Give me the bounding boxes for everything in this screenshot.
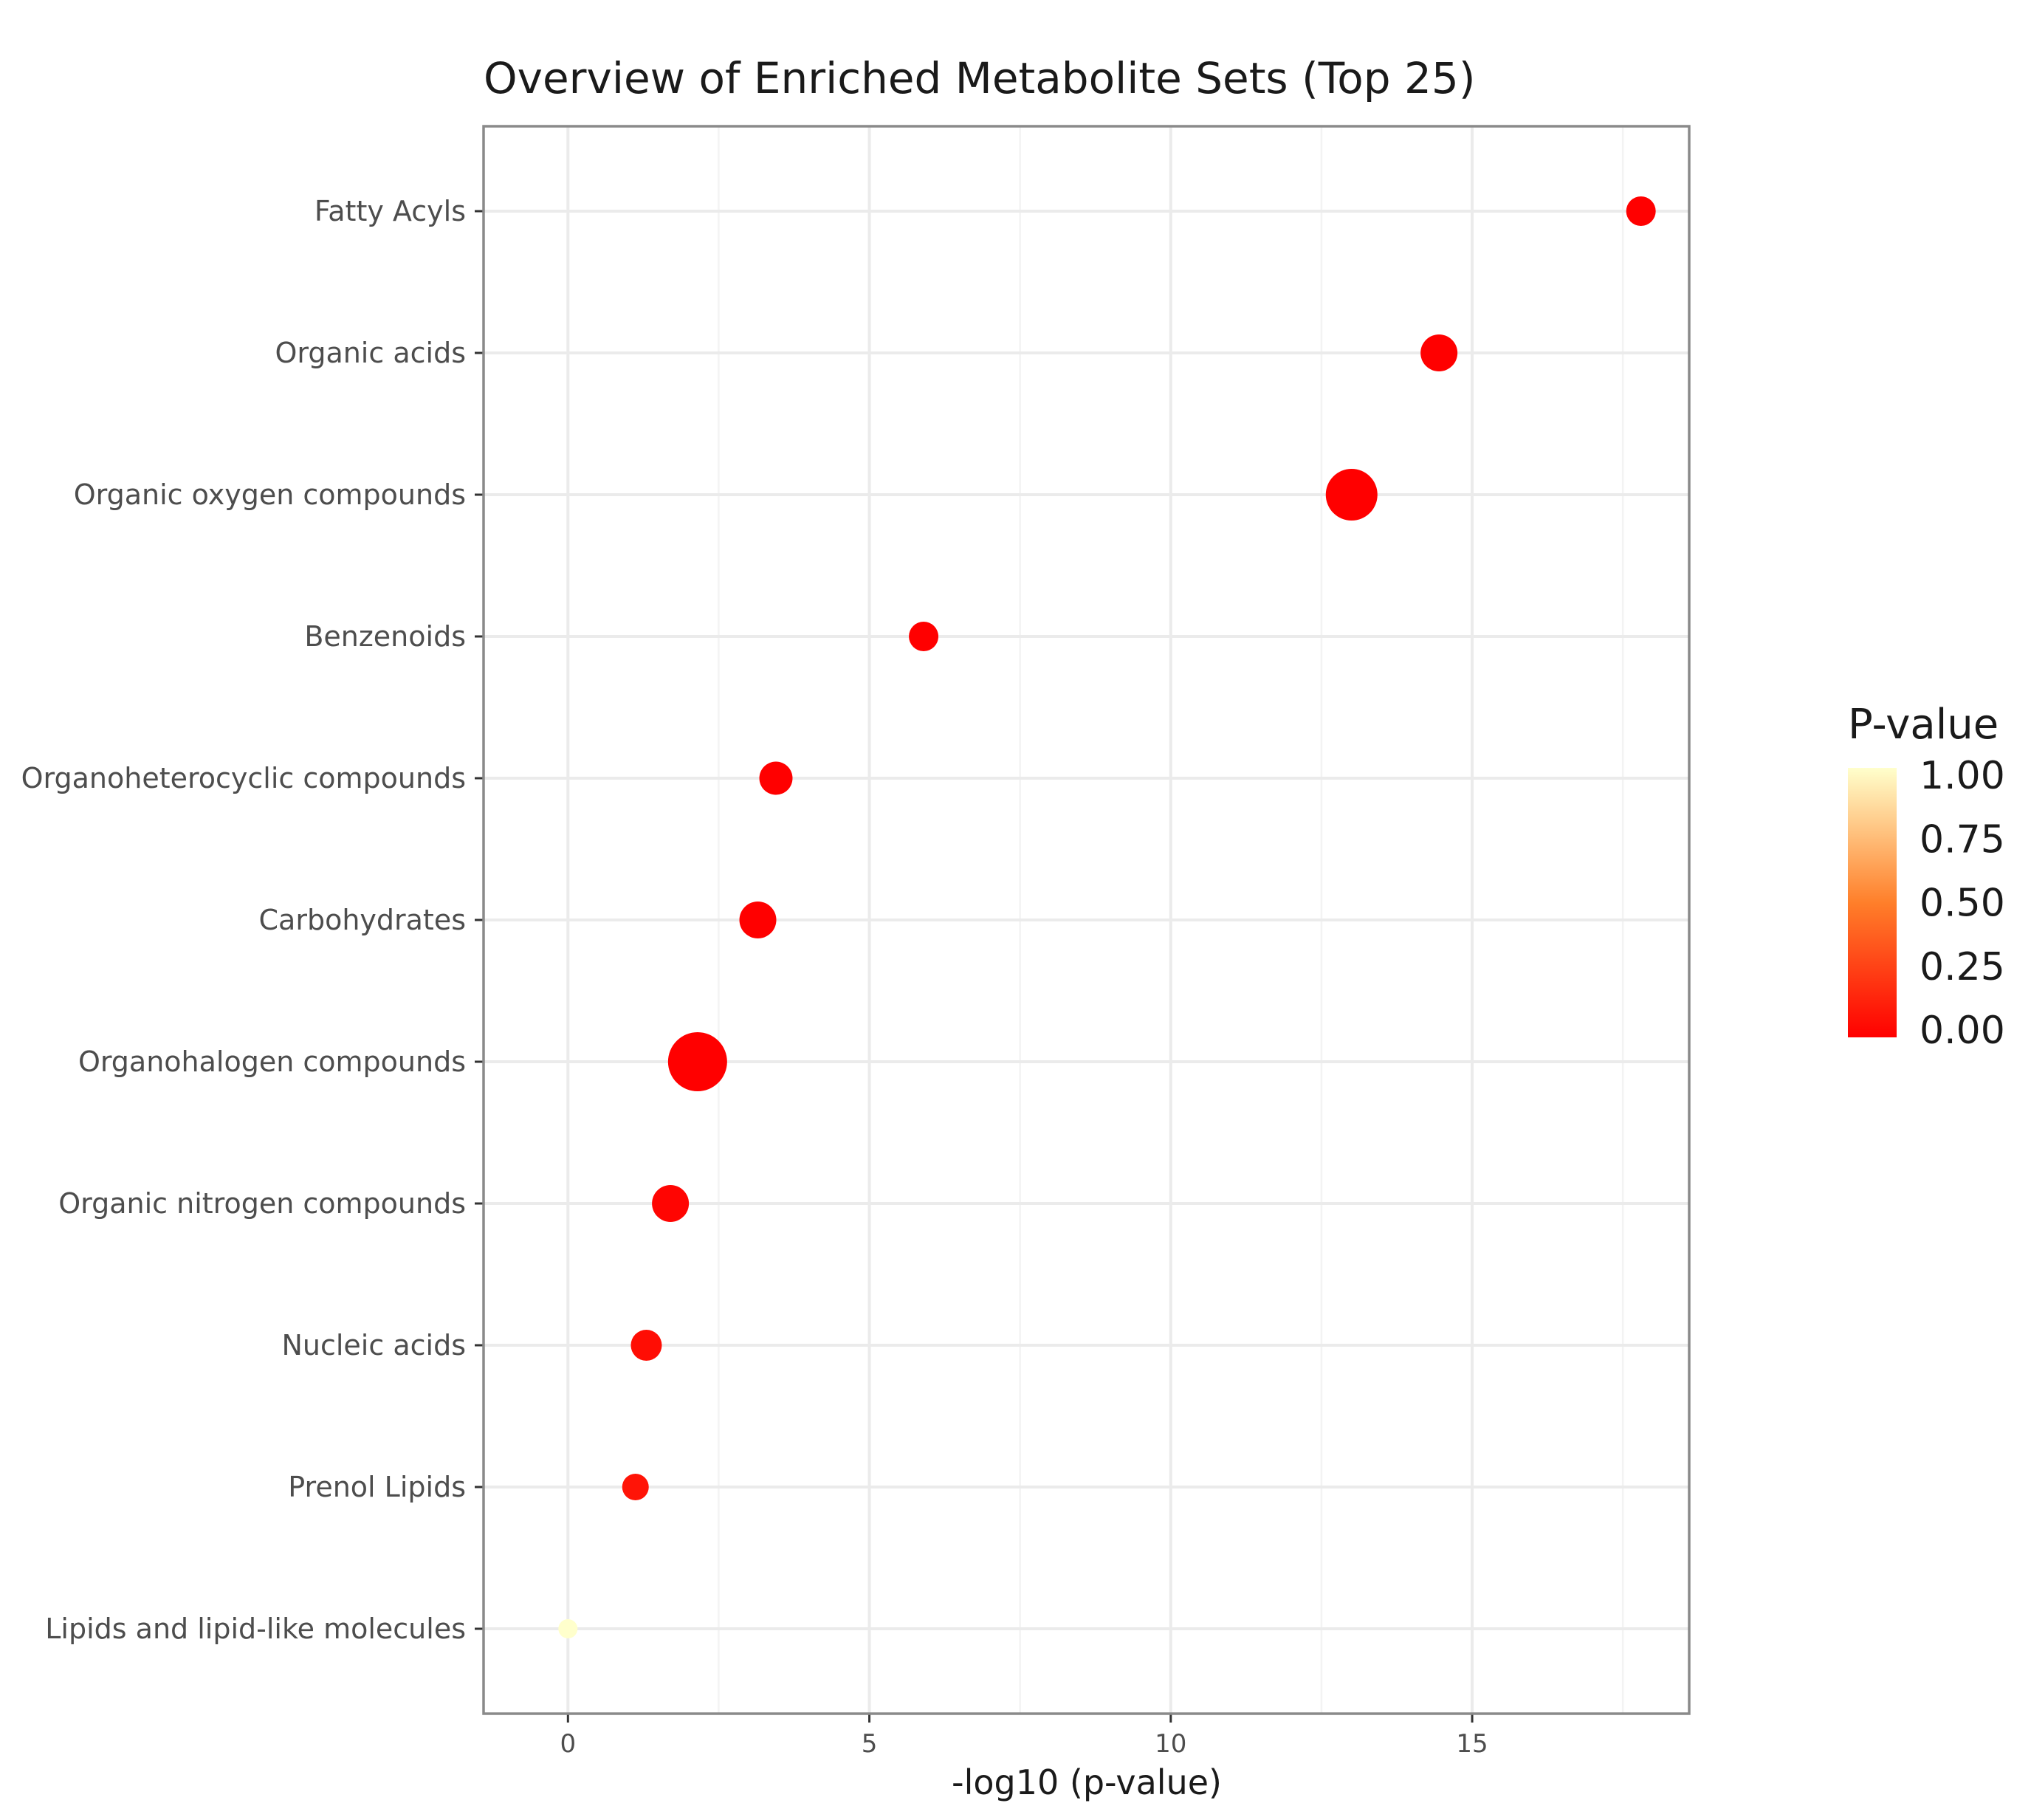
- x-tick-label: 5: [862, 1729, 878, 1759]
- data-point: [622, 1474, 649, 1500]
- grid-lines: [484, 126, 1689, 1714]
- data-point: [1420, 334, 1458, 371]
- y-tick-label: Lipids and lipid-like molecules: [45, 1613, 466, 1645]
- legend-title: P-value: [1848, 701, 1999, 749]
- y-tick-label: Carbohydrates: [259, 904, 467, 936]
- data-point: [630, 1330, 662, 1361]
- data-point: [1325, 469, 1378, 521]
- x-axis: 0 5 10 15: [560, 1714, 1488, 1759]
- y-tick-label: Organohalogen compounds: [78, 1045, 466, 1078]
- data-point: [1626, 196, 1656, 226]
- data-point: [739, 902, 777, 938]
- y-tick-label: Benzenoids: [304, 620, 466, 653]
- data-point: [667, 1032, 727, 1091]
- y-tick-label: Organic acids: [275, 337, 466, 369]
- chart-title: Overview of Enriched Metabolite Sets (To…: [484, 53, 1475, 103]
- x-tick-label: 15: [1456, 1729, 1488, 1759]
- y-tick-label: Organoheterocyclic compounds: [21, 762, 466, 794]
- data-point: [652, 1185, 690, 1222]
- y-tick-label: Organic oxygen compounds: [74, 478, 466, 511]
- x-tick-label: 0: [560, 1729, 576, 1759]
- data-point: [558, 1619, 578, 1638]
- legend-label: 1.00: [1920, 754, 2005, 798]
- y-axis: Fatty Acyls Organic acids Organic oxygen c…: [21, 195, 484, 1645]
- y-tick-label: Fatty Acyls: [315, 195, 466, 227]
- data-points: [558, 196, 1656, 1638]
- data-point: [909, 622, 939, 651]
- y-tick-label: Organic nitrogen compounds: [58, 1187, 466, 1220]
- data-point: [759, 761, 793, 795]
- x-axis-title: -log10 (p-value): [952, 1762, 1222, 1802]
- x-tick-label: 10: [1155, 1729, 1186, 1759]
- legend-label: 0.00: [1920, 1009, 2005, 1053]
- legend-labels: 1.00 0.75 0.50 0.25 0.00: [1920, 754, 2005, 1053]
- legend: P-value 1.00 0.75 0.50 0.25 0.00: [1848, 701, 2005, 1053]
- y-tick-label: Nucleic acids: [281, 1329, 466, 1361]
- legend-label: 0.50: [1920, 882, 2005, 926]
- legend-label: 0.75: [1920, 817, 2005, 862]
- legend-colorbar: [1848, 768, 1897, 1037]
- legend-label: 0.25: [1920, 945, 2005, 989]
- plot-panel: [482, 125, 1691, 1715]
- y-tick-label: Prenol Lipids: [288, 1471, 466, 1503]
